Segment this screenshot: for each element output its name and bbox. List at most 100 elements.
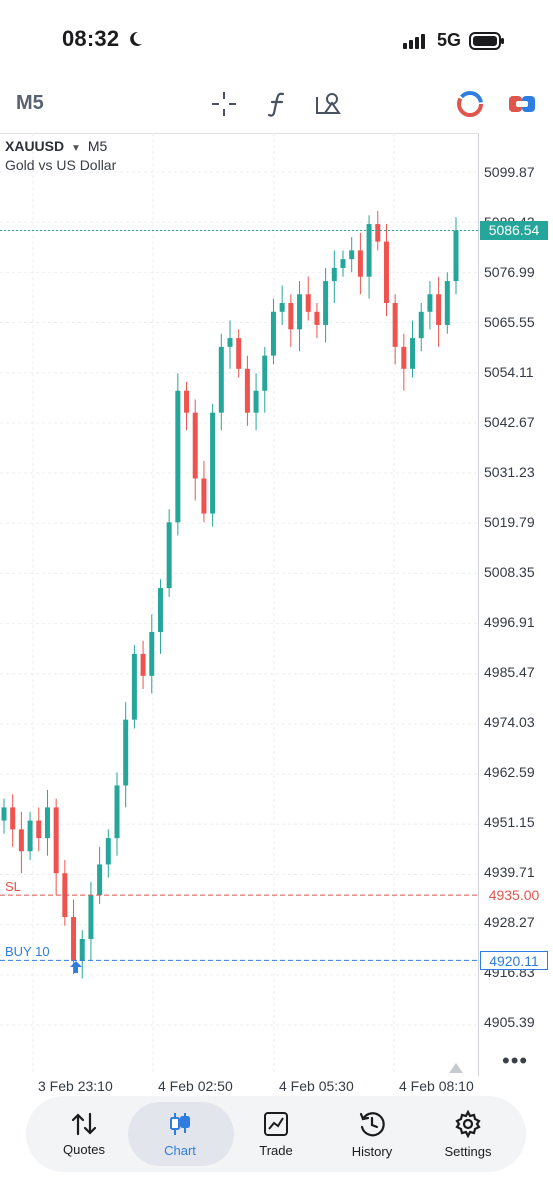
candle-body — [349, 250, 355, 260]
candle-body — [297, 294, 303, 330]
price-axis-label: 4985.47 — [484, 664, 535, 680]
candle-body — [149, 631, 155, 676]
nav-chart[interactable]: Chart — [132, 1096, 228, 1172]
candle-body — [97, 864, 103, 896]
symbol-timeframe: M5 — [87, 138, 108, 154]
price-axis-label: 4974.03 — [484, 714, 535, 730]
candle-body — [10, 807, 16, 830]
nav-history[interactable]: History — [324, 1096, 420, 1172]
candle-body — [157, 588, 163, 632]
function-icon[interactable] — [262, 88, 294, 120]
price-axis-label: 4962.59 — [484, 764, 535, 780]
buy-line-label[interactable]: BUY 10 — [5, 944, 50, 959]
battery-icon — [469, 31, 504, 50]
candle-body — [166, 522, 172, 589]
candle-body — [105, 838, 111, 865]
candle-body — [357, 250, 363, 277]
candle-body — [53, 807, 59, 874]
nav-label: Chart — [164, 1142, 196, 1158]
candle-body — [383, 241, 389, 304]
candle-body — [444, 281, 450, 325]
candle-body — [227, 338, 233, 347]
nav-label: Trade — [259, 1142, 293, 1158]
time-label: 4 Feb 02:50 — [158, 1078, 233, 1094]
nav-label: Settings — [444, 1143, 492, 1159]
candles-icon — [170, 1112, 190, 1135]
time-label: 4 Feb 05:30 — [279, 1078, 354, 1094]
candle-body — [140, 653, 146, 676]
candle-body — [392, 303, 398, 347]
settings-gear-icon — [455, 1109, 481, 1138]
chart-canvas[interactable] — [0, 133, 478, 1075]
candle-body — [79, 938, 85, 961]
current-price-tag: 5086.54 — [480, 221, 548, 240]
candle-body — [88, 895, 94, 939]
moon-icon — [129, 31, 142, 46]
network-type: 5G — [436, 30, 461, 50]
candle-body — [1, 807, 7, 821]
candle-body — [131, 653, 137, 720]
trade-toggle-icon[interactable] — [506, 88, 538, 120]
candle-body — [123, 719, 129, 786]
time-label: 3 Feb 23:10 — [38, 1078, 113, 1094]
candle-body — [436, 294, 442, 325]
candle-body — [340, 259, 346, 268]
candle-body — [27, 820, 33, 852]
price-axis-label: 4939.71 — [484, 864, 535, 880]
status-right: 5G — [402, 30, 505, 51]
quotes-arrows-icon — [71, 1112, 97, 1135]
candle-body — [253, 390, 259, 413]
price-axis-label: 4951.15 — [484, 814, 535, 830]
status-time-text: 08:32 — [62, 26, 120, 51]
price-axis-label: 5076.99 — [484, 264, 535, 280]
chart-area[interactable] — [0, 133, 479, 1076]
nav-label: Quotes — [63, 1141, 105, 1157]
price-axis-label: 4905.39 — [484, 1014, 535, 1030]
candle-body — [244, 368, 250, 413]
candle-body — [288, 303, 294, 330]
time-label: 4 Feb 08:10 — [399, 1078, 474, 1094]
crosshair-icon[interactable] — [208, 88, 240, 120]
signal-icon — [402, 33, 425, 49]
price-axis-label: 4996.91 — [484, 614, 535, 630]
candle-body — [401, 346, 407, 369]
nav-settings[interactable]: Settings — [420, 1096, 516, 1172]
candle-body — [114, 785, 120, 839]
candle-body — [262, 355, 268, 391]
candle-body — [314, 311, 320, 325]
timeframe-button[interactable]: M5 — [16, 92, 44, 114]
price-axis-label: 4928.27 — [484, 914, 535, 930]
candle-body — [175, 390, 181, 523]
candle-body — [279, 303, 285, 312]
price-axis-label: 5042.67 — [484, 414, 535, 430]
price-axis-label: 5065.55 — [484, 314, 535, 330]
candle-body — [210, 412, 216, 514]
status-time: 08:32 — [62, 26, 144, 52]
candle-body — [305, 294, 311, 312]
candle-body — [453, 230, 459, 282]
candle-body — [270, 311, 276, 356]
buy-arrow-icon — [70, 961, 82, 973]
price-axis-label: 5099.87 — [484, 164, 535, 180]
symbol-dropdown-icon[interactable]: ▼ — [71, 143, 81, 154]
candle-body — [410, 338, 416, 369]
candle-body — [427, 294, 433, 312]
scroll-end-icon[interactable] — [448, 1062, 464, 1074]
nav-active-highlight — [128, 1102, 234, 1166]
candle-body — [18, 829, 24, 852]
color-wheel-icon[interactable] — [454, 88, 486, 120]
buy-price-tag: 4920.11 — [480, 951, 548, 970]
candle-body — [44, 807, 50, 839]
sl-line-label[interactable]: SL — [5, 879, 21, 894]
nav-quotes[interactable]: Quotes — [36, 1096, 132, 1172]
price-axis-label: 5054.11 — [484, 364, 534, 380]
price-axis-label: 5031.23 — [484, 464, 535, 480]
price-axis-label: 5008.35 — [484, 564, 535, 580]
objects-icon[interactable] — [312, 88, 344, 120]
candle-body — [375, 224, 381, 242]
nav-trade[interactable]: Trade — [228, 1096, 324, 1172]
candle-body — [323, 281, 329, 325]
candle-body — [366, 224, 372, 277]
more-icon[interactable]: ••• — [502, 1048, 529, 1073]
nav-label: History — [351, 1143, 393, 1159]
